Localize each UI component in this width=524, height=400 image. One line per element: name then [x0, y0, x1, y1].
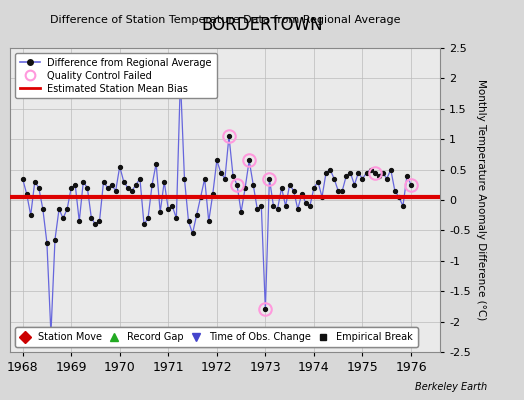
Title: Difference of Station Temperature Data from Regional Average: Difference of Station Temperature Data f…	[50, 15, 400, 25]
Y-axis label: Monthly Temperature Anomaly Difference (°C): Monthly Temperature Anomaly Difference (…	[476, 79, 486, 321]
Text: BORDERTOWN: BORDERTOWN	[201, 16, 323, 34]
Legend: Station Move, Record Gap, Time of Obs. Change, Empirical Break: Station Move, Record Gap, Time of Obs. C…	[15, 328, 418, 347]
Text: Berkeley Earth: Berkeley Earth	[415, 382, 487, 392]
